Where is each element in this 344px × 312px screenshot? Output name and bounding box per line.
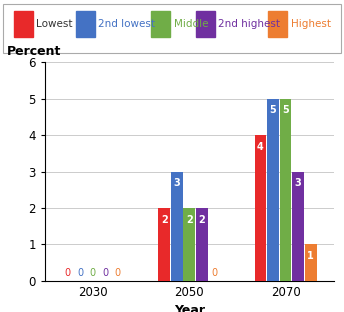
Bar [76,11,95,37]
Text: 2nd lowest: 2nd lowest [98,19,155,29]
Bar [158,208,170,281]
Bar [14,11,33,37]
Bar [268,11,287,37]
Text: 2: 2 [161,215,168,225]
Text: 0: 0 [115,268,121,278]
Text: 0: 0 [211,268,217,278]
Text: 5: 5 [282,105,289,115]
Bar [196,208,208,281]
Text: 1: 1 [307,251,314,261]
Text: Middle: Middle [174,19,208,29]
Bar [196,11,215,37]
Bar [292,172,304,281]
Text: 0: 0 [90,268,96,278]
FancyBboxPatch shape [3,4,341,53]
Text: 4: 4 [257,142,264,152]
Text: 2nd highest: 2nd highest [218,19,280,29]
Text: 0: 0 [77,268,84,278]
Text: 0: 0 [102,268,108,278]
Text: 3: 3 [173,178,180,188]
Text: Highest: Highest [291,19,331,29]
Bar [267,99,279,281]
Text: 2: 2 [186,215,193,225]
Text: 5: 5 [270,105,276,115]
Text: 0: 0 [65,268,71,278]
Bar [183,208,195,281]
Bar [280,99,291,281]
Text: 3: 3 [295,178,301,188]
Bar [171,172,183,281]
Text: Percent: Percent [7,45,62,58]
Bar [255,135,266,281]
Bar [305,244,316,281]
Text: Lowest: Lowest [36,19,73,29]
Text: 2: 2 [198,215,205,225]
X-axis label: Year: Year [174,304,205,312]
Bar [151,11,170,37]
